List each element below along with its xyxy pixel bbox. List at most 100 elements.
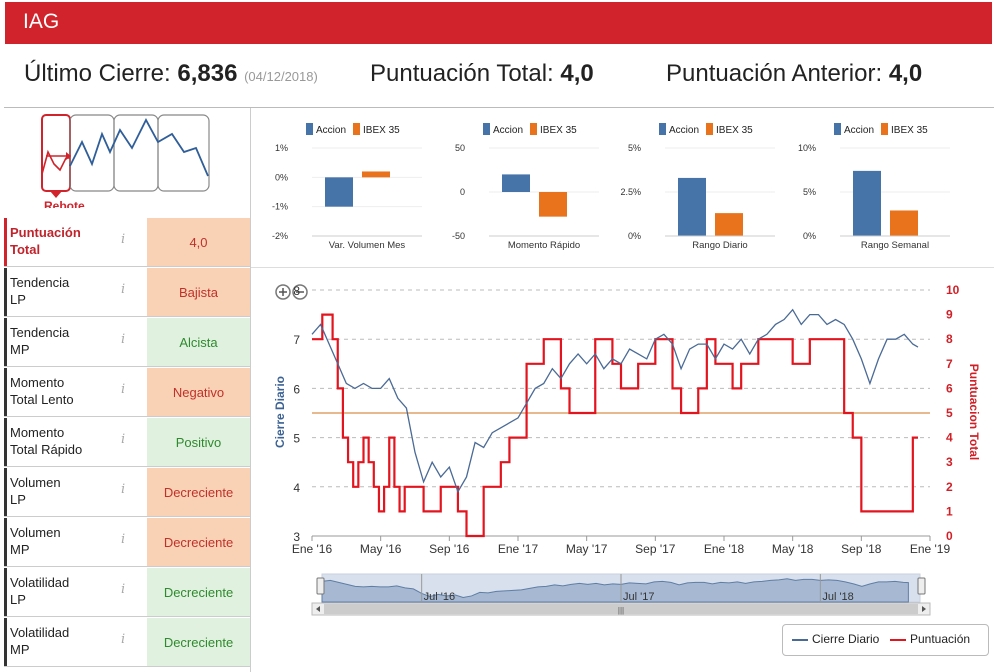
price-score-chart[interactable]: 3 4 5 6 7 8 0 1 2 3 4 5 6 7 8 9 10 Cierre Diario Puntuacio… (262, 272, 984, 622)
legend-price-swatch (792, 639, 808, 641)
previous-score-label: Puntuación Anterior: (666, 60, 883, 87)
indicator-label-line1: Momento (10, 425, 65, 440)
previous-score: Puntuación Anterior: 4,0 (666, 60, 922, 88)
legend-accion-swatch (834, 123, 841, 135)
indicator-value: Alcista (147, 318, 250, 366)
x-tick-label: Sep '16 (429, 542, 470, 556)
indicator-label-line1: Tendencia (10, 275, 70, 290)
x-tick-label: Ene '19 (910, 542, 951, 556)
divider (250, 267, 994, 268)
y2-tick-label: 1 (946, 504, 953, 518)
info-icon[interactable]: i (121, 332, 126, 347)
zoom-in-icon[interactable] (275, 284, 291, 300)
indicator-label: Volumen LP (10, 474, 61, 508)
indicator-label-line1: Volatilidad (10, 575, 70, 590)
mini-chart-var-volumen: Accion IBEX 35 1% 0% -1% -2% Var. Volumen Mes (272, 123, 422, 251)
y-tick-label: 4 (293, 481, 300, 495)
scroll-left-icon[interactable] (316, 606, 320, 612)
info-icon[interactable]: i (121, 632, 126, 647)
y-tick-label: 5 (293, 432, 300, 446)
legend-accion-label: Accion (669, 125, 699, 136)
indicator-row: Volatilidad MP i Decreciente (4, 618, 250, 666)
navigator-left-handle[interactable] (316, 577, 325, 595)
info-icon[interactable]: i (121, 282, 126, 297)
indicator-label: Volatilidad LP (10, 574, 69, 608)
scrollbar-thumb[interactable] (324, 604, 918, 614)
indicator-row: Volumen LP i Decreciente (4, 468, 250, 516)
row-marker (4, 468, 7, 516)
bar-ibex (890, 210, 918, 236)
legend-ibex-label: IBEX 35 (891, 125, 928, 136)
bar-accion (678, 177, 706, 236)
total-score-label: Puntuación Total: (370, 60, 554, 87)
summary-bar: Último Cierre: 6,836 (04/12/2018) Puntua… (0, 60, 994, 94)
last-close: Último Cierre: 6,836 (04/12/2018) (24, 60, 318, 88)
y-axis-title: Cierre Diario (273, 376, 287, 448)
bar-ibex (362, 171, 390, 178)
x-tick-label: May '17 (566, 542, 608, 556)
row-marker (4, 268, 7, 316)
price-series-line (311, 308, 919, 494)
y2-tick-label: 5 (946, 406, 953, 420)
legend-accion-swatch (306, 123, 313, 135)
legend-ibex-label: IBEX 35 (540, 125, 577, 136)
total-score-value: 4,0 (560, 60, 594, 87)
indicator-label-line2: MP (10, 642, 30, 657)
x-tick-label: May '18 (772, 542, 814, 556)
info-icon[interactable]: i (121, 232, 126, 247)
row-marker (4, 318, 7, 366)
indicator-label: Momento Total Rápido (10, 424, 82, 458)
indicator-label-line1: Tendencia (10, 325, 70, 340)
y-tick-label: 7 (293, 333, 300, 347)
row-divider (4, 566, 250, 567)
bar-accion (853, 170, 881, 236)
x-tick-label: Ene '17 (498, 542, 539, 556)
y-tick-label: -50 (452, 231, 465, 241)
y-tick-label: 1% (275, 143, 288, 153)
navigator-label: Jul '17 (623, 591, 654, 603)
scroll-right-icon[interactable] (922, 606, 926, 612)
indicator-label-line1: Volatilidad (10, 625, 70, 640)
indicator-label-line1: Momento (10, 375, 65, 390)
info-icon[interactable]: i (121, 532, 126, 547)
legend-price-label[interactable]: Cierre Diario (812, 632, 880, 646)
info-icon[interactable]: i (121, 382, 126, 397)
navigator-right-handle[interactable] (917, 577, 926, 595)
indicator-label-line2: LP (10, 492, 26, 507)
legend-score-swatch (890, 639, 906, 641)
y-tick-label: 5% (803, 187, 816, 197)
previous-score-value: 4,0 (888, 60, 923, 87)
score-series-line (312, 313, 918, 538)
chart-legend: Cierre Diario Puntuación (782, 624, 989, 656)
pattern-highlight-frame (41, 114, 71, 192)
row-marker (4, 418, 7, 466)
indicator-label-line2: LP (10, 292, 26, 307)
y2-tick-label: 6 (946, 381, 953, 395)
x-tick-label: Sep '18 (841, 542, 882, 556)
y-tick-label: 10% (798, 143, 816, 153)
y2-tick-label: 2 (946, 480, 953, 494)
y-tick-label: 0% (803, 231, 816, 241)
indicator-label-line2: MP (10, 542, 30, 557)
legend-accion-swatch (483, 123, 490, 135)
zoom-out-icon[interactable] (292, 284, 308, 300)
row-marker (4, 518, 7, 566)
y2-tick-label: 3 (946, 455, 953, 469)
indicator-label: Volumen MP (10, 524, 61, 558)
info-icon[interactable]: i (121, 582, 126, 597)
bar-accion (325, 177, 353, 207)
y2-tick-label: 7 (946, 357, 953, 371)
chart-title: Rango Diario (692, 240, 747, 251)
y-tick-label: -1% (272, 202, 288, 212)
info-icon[interactable]: i (121, 432, 126, 447)
chart-title: Momento Rápido (508, 240, 580, 251)
mini-chart-rango-diario: Accion IBEX 35 5% 2.5% 0% Rango Diario (620, 123, 775, 251)
indicator-row: Volatilidad LP i Decreciente (4, 568, 250, 616)
legend-score-label[interactable]: Puntuación (910, 632, 971, 646)
y-tick-label: 0 (460, 187, 465, 197)
row-divider (4, 266, 250, 267)
indicator-value: Negativo (147, 368, 250, 416)
indicator-value: 4,0 (147, 218, 250, 266)
legend-ibex-label: IBEX 35 (363, 125, 400, 136)
info-icon[interactable]: i (121, 482, 126, 497)
